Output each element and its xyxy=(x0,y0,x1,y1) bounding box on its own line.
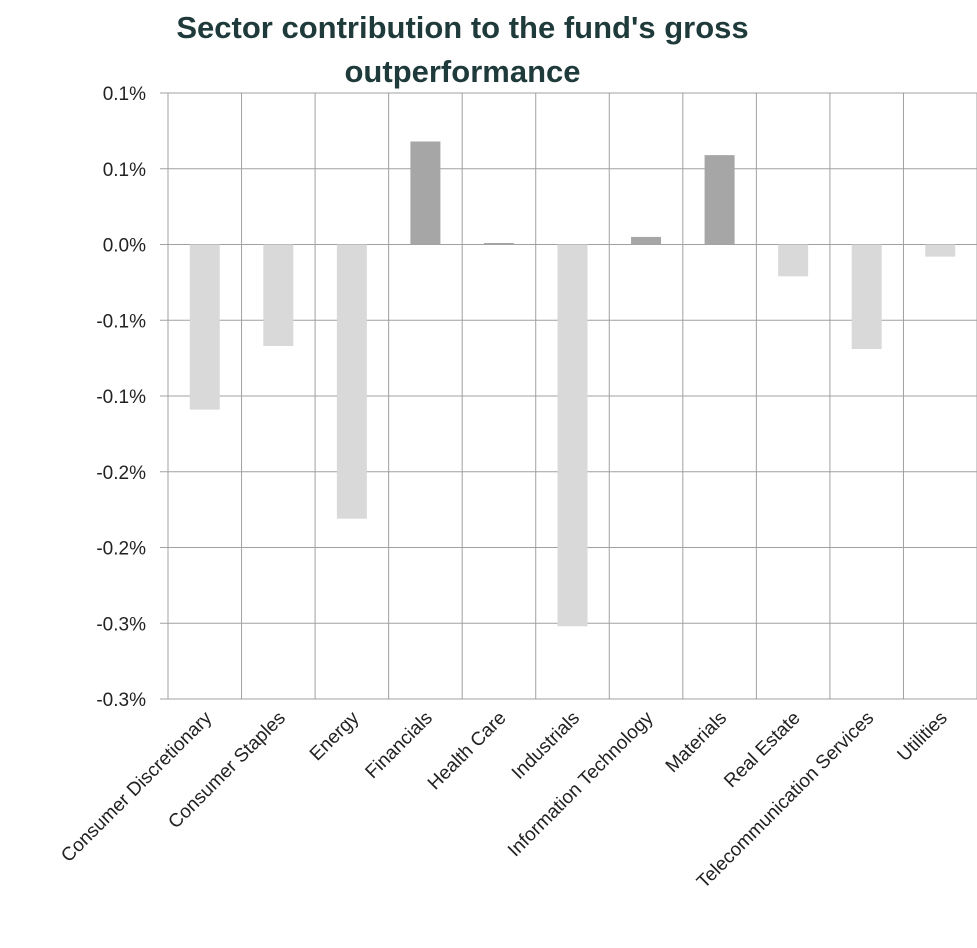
y-tick-label: -0.3% xyxy=(96,690,146,711)
chart-title: Sector contribution to the fund's gross … xyxy=(176,10,749,89)
y-tick-label: 0.1% xyxy=(103,84,146,105)
bar-telecommunication-services xyxy=(851,244,882,350)
bar-materials xyxy=(704,155,735,245)
y-tick-label: 0.0% xyxy=(103,236,146,257)
y-tick-label: -0.2% xyxy=(96,463,146,484)
y-tick-label: 0.1% xyxy=(103,160,146,181)
bar-energy xyxy=(336,244,367,519)
x-category-label: Industrials xyxy=(508,708,584,784)
y-tick-label: -0.3% xyxy=(96,614,146,635)
y-axis-tick-labels: 0.1% 0.1% 0.0% -0.1% -0.1% -0.2% -0.2% -0.3% -0.… xyxy=(96,84,146,711)
x-category-label: Health Care xyxy=(424,708,511,795)
bar-utilities xyxy=(925,244,956,257)
y-tick-label: -0.1% xyxy=(96,311,146,332)
y-tick-label: -0.2% xyxy=(96,539,146,560)
bar-consumer-staples xyxy=(263,244,294,347)
bar-financials xyxy=(410,141,441,245)
x-category-label: Utilities xyxy=(894,708,952,766)
bar-industrials xyxy=(557,244,588,627)
x-category-label: Financials xyxy=(362,708,437,783)
x-category-label: Information Technology xyxy=(504,707,658,861)
y-tick-label: -0.1% xyxy=(96,387,146,408)
bar-consumer-discretionary xyxy=(189,244,220,410)
bar-real-estate xyxy=(778,244,809,277)
x-category-label: Energy xyxy=(306,707,364,765)
bar-information-technology xyxy=(631,236,662,245)
x-category-label: Consumer Discretionary xyxy=(57,707,216,866)
x-category-label: Materials xyxy=(662,708,731,777)
bars xyxy=(189,141,956,627)
bar-health-care xyxy=(483,242,514,245)
